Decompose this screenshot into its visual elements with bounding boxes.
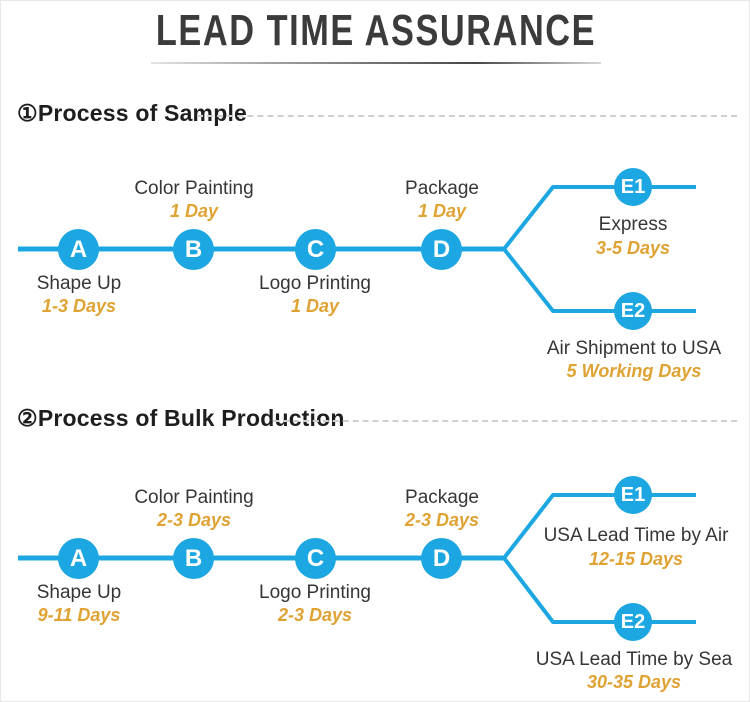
node-letter: C <box>306 544 325 572</box>
section-2-heading: ②Process of Bulk Production <box>17 405 345 432</box>
node-duration: 1 Day <box>290 296 340 316</box>
node-letter: E2 <box>620 611 646 633</box>
node-label: Package <box>405 487 479 508</box>
sample-node-E1: E1 <box>614 168 652 206</box>
node-label: USA Lead Time by Air <box>543 525 729 546</box>
node-duration: 2-3 Days <box>156 510 232 530</box>
node-letter: D <box>432 544 451 572</box>
title-divider <box>151 62 601 64</box>
node-label: Logo Printing <box>259 582 371 603</box>
section-2-dashed-divider <box>273 420 737 422</box>
node-label: Logo Printing <box>259 273 371 294</box>
node-label: USA Lead Time by Sea <box>535 649 733 670</box>
node-duration: 5 Working Days <box>566 361 702 381</box>
bulk-node-E1: E1 <box>614 476 652 514</box>
node-label: Air Shipment to USA <box>546 338 722 359</box>
node-label: Shape Up <box>36 582 122 603</box>
node-duration: 2-3 Days <box>404 510 480 530</box>
sample-node-A: A <box>58 229 99 270</box>
node-duration: 1-3 Days <box>41 296 117 316</box>
node-duration: 3-5 Days <box>595 238 671 258</box>
node-duration: 9-11 Days <box>37 605 121 625</box>
node-letter: C <box>306 235 325 263</box>
bulk-node-E2: E2 <box>614 603 652 641</box>
node-letter: B <box>184 544 203 572</box>
node-label: Express <box>598 214 668 235</box>
section-1-heading: ①Process of Sample <box>17 100 247 127</box>
sample-node-D: D <box>421 229 462 270</box>
section-2-number: ② <box>17 405 38 431</box>
node-label: Package <box>405 178 479 199</box>
node-duration: 1 Day <box>417 201 467 221</box>
node-letter: D <box>432 235 451 263</box>
bulk-node-D: D <box>421 538 462 579</box>
node-label: Color Painting <box>134 487 254 508</box>
section-1-dashed-divider <box>197 115 737 117</box>
node-label: Shape Up <box>36 273 122 294</box>
node-letter: B <box>184 235 203 263</box>
sample-node-E2: E2 <box>614 292 652 330</box>
section-1-number: ① <box>17 100 38 126</box>
node-duration: 12-15 Days <box>588 549 684 569</box>
page-title: LEAD TIME ASSURANCE <box>155 6 597 55</box>
section-1-title: Process of Sample <box>37 100 248 126</box>
node-duration: 30-35 Days <box>586 672 682 692</box>
node-letter: A <box>69 544 88 572</box>
node-duration: 1 Day <box>169 201 219 221</box>
node-label: Color Painting <box>134 178 254 199</box>
node-letter: E1 <box>620 176 646 198</box>
node-duration: 2-3 Days <box>277 605 353 625</box>
node-letter: A <box>69 235 88 263</box>
sample-node-B: B <box>173 229 214 270</box>
node-letter: E2 <box>620 300 646 322</box>
node-letter: E1 <box>620 484 646 506</box>
bulk-node-C: C <box>295 538 336 579</box>
bulk-node-B: B <box>173 538 214 579</box>
section-2-title: Process of Bulk Production <box>37 405 345 431</box>
sample-node-C: C <box>295 229 336 270</box>
bulk-node-A: A <box>58 538 99 579</box>
